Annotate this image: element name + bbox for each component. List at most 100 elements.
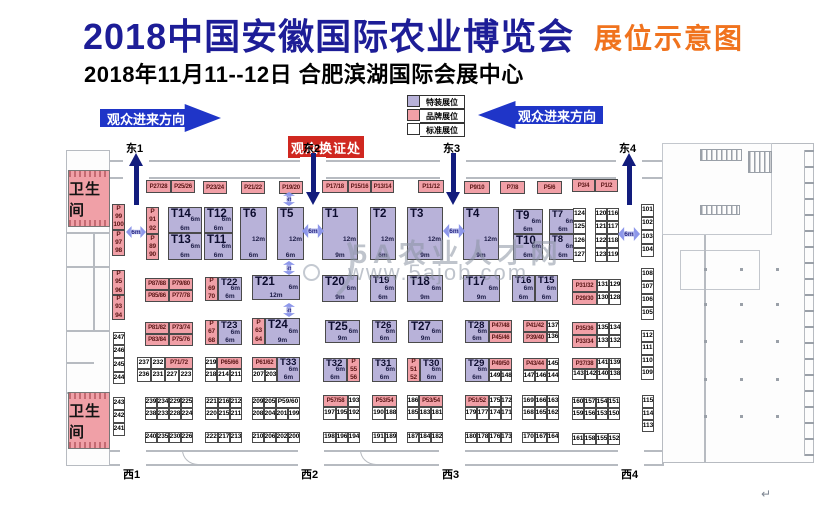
booth-155: 155: [596, 433, 608, 445]
booth-label: 154: [596, 398, 608, 406]
booth-P43-44: P43/44: [523, 358, 547, 370]
booth-label: 170: [523, 433, 534, 441]
booth-label: P53/54: [375, 398, 394, 404]
booth-size: 6m: [335, 366, 345, 374]
booth-244: 244: [113, 372, 125, 384]
gate-label-西4: 西4: [621, 469, 639, 481]
booth-label: 197: [324, 409, 335, 417]
booth-label: 236: [138, 371, 150, 379]
gate-gap: [298, 448, 324, 468]
booth-242: 242: [113, 410, 125, 423]
booth-246: 246: [113, 345, 125, 358]
booth-label: 178: [477, 433, 489, 441]
booth-label: 227: [166, 371, 178, 379]
booth-label: T25: [328, 321, 348, 333]
booth-label: 122: [595, 236, 607, 244]
booth-label: 120: [595, 210, 607, 218]
booth-label: 125: [574, 223, 585, 231]
booth-173: 173: [501, 432, 512, 443]
booth-P6970: P 69 70: [205, 277, 218, 301]
booth-117: 117: [607, 221, 619, 234]
restroom-label: 卫生间: [69, 180, 102, 219]
booth-label: 182: [431, 433, 443, 441]
arrow-head: [129, 153, 143, 166]
booth-label: 239: [145, 398, 157, 406]
booth-size: 6m: [523, 226, 533, 233]
booth-209: 209: [252, 397, 264, 408]
booth-label: P51/52: [468, 398, 486, 404]
booth-101: 101: [641, 204, 654, 217]
booth-label: P65/66: [220, 360, 239, 366]
booth-size: 6m: [472, 374, 482, 381]
booth-T2: T2 12m 6m: [370, 207, 396, 260]
booth-label: 232: [152, 358, 164, 366]
booth-label: P49/50: [491, 361, 510, 367]
booth-179: 179: [465, 407, 477, 420]
structure-line: [66, 232, 110, 234]
booth-P15-16: P15/16: [348, 180, 371, 193]
aisle-width-arrow: 6m: [443, 224, 465, 238]
booth-136: 136: [547, 332, 559, 343]
booth-label: 207: [253, 371, 264, 379]
hall-wall-bottom-inner: [110, 450, 663, 452]
booth-P3-4: P3/4: [572, 179, 595, 192]
booth-label: T8: [552, 234, 564, 245]
booth-P29-30: P29/30: [572, 292, 597, 305]
booth-label: P11/12: [422, 183, 440, 190]
booth-size: 6m: [531, 217, 541, 225]
aisle-width-label: 6m: [308, 227, 318, 235]
booth-231: 231: [151, 369, 165, 382]
booth-115: 115: [642, 395, 654, 408]
booth-label: 204: [264, 409, 276, 417]
aisle-width-arrow: 6m: [302, 224, 324, 238]
booth-label: 233: [157, 409, 169, 417]
booth-111: 111: [641, 342, 654, 355]
booth-label: T1: [325, 208, 339, 220]
booth-label: 168: [523, 409, 534, 417]
booth-size: 6m: [330, 374, 340, 381]
booth-label: 133: [597, 337, 609, 345]
booth-200: 200: [288, 432, 300, 443]
booth-label: 225: [181, 398, 193, 406]
legend-label: 标准展位: [420, 123, 465, 137]
booth-label: P31/32: [575, 282, 594, 289]
booth-label: 216: [218, 398, 230, 406]
booth-label: P21/22: [244, 184, 262, 191]
booth-label: 211: [230, 409, 242, 417]
booth-label: 172: [501, 396, 512, 404]
booth-146: 146: [535, 370, 547, 382]
restroom: 卫生间: [68, 392, 110, 449]
aisle-width-arrow: 4m: [283, 261, 295, 275]
booth-label: 187: [407, 433, 419, 441]
booth-label: 214: [218, 371, 229, 379]
booth-P47-48: P47/48: [489, 320, 512, 332]
booth-P83-84: P83/84: [145, 334, 169, 346]
booth-size: 6m: [546, 284, 556, 292]
booth-label: 228: [169, 409, 181, 417]
booth-214: 214: [217, 369, 230, 382]
booth-label: 230: [169, 433, 181, 441]
booth-P1-2: P1/2: [595, 179, 618, 192]
structure-line: [66, 330, 110, 332]
booth-size: 6m: [378, 294, 388, 301]
booth-223: 223: [179, 369, 193, 382]
booth-size: 6m: [180, 225, 190, 232]
booth-label: T5: [280, 208, 294, 220]
booth-size: 6m: [565, 217, 575, 225]
structure-line: [93, 232, 95, 330]
booth-label: 118: [607, 236, 619, 244]
booth-T14: T14 6m 6m: [168, 207, 202, 233]
booth-label: 190: [373, 409, 384, 417]
booth-113: 113: [642, 420, 654, 432]
right-building-rooms: [662, 143, 772, 235]
booth-size: 6m: [190, 242, 200, 250]
booth-191: 191: [372, 432, 385, 443]
booth-label: 237: [138, 358, 150, 366]
booth-label: 126: [574, 236, 585, 244]
booth-label: 162: [547, 409, 559, 417]
booth-label: T18: [410, 276, 430, 288]
booth-227: 227: [165, 369, 179, 382]
booth-139: 139: [609, 358, 621, 369]
booth-232: 232: [151, 357, 165, 369]
booth-label: P15/16: [350, 183, 369, 190]
